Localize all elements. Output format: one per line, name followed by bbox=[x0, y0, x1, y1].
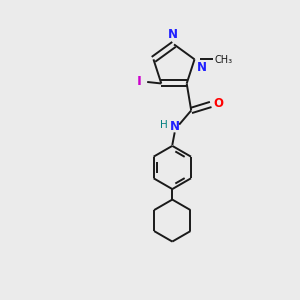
Text: H: H bbox=[160, 121, 168, 130]
Text: I: I bbox=[137, 76, 142, 88]
Text: N: N bbox=[167, 28, 178, 41]
Text: CH₃: CH₃ bbox=[215, 55, 233, 65]
Text: N: N bbox=[170, 121, 180, 134]
Text: O: O bbox=[214, 97, 224, 110]
Text: N: N bbox=[197, 61, 207, 74]
